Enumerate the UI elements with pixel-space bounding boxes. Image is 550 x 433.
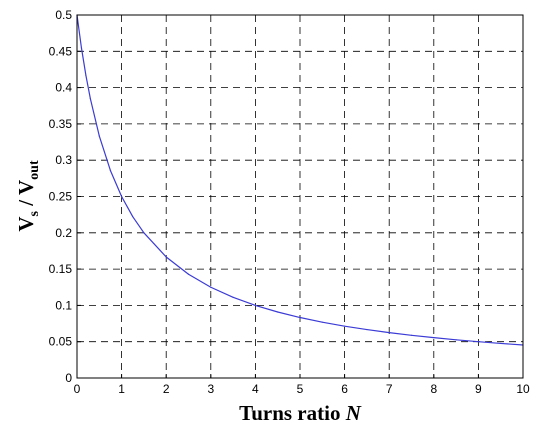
data-point	[500, 342, 502, 345]
data-point	[165, 256, 167, 258]
grid	[77, 15, 523, 378]
data-point	[80, 47, 83, 49]
x-axis-title-main: Turns ratio	[239, 401, 346, 425]
data-point	[132, 216, 134, 218]
x-tick-label: 9	[475, 382, 482, 396]
data-point	[210, 286, 212, 288]
y-tick-label: 0.15	[49, 262, 73, 276]
x-tick-label: 1	[118, 382, 125, 396]
data-point	[109, 169, 112, 172]
data-point	[455, 339, 457, 341]
y-tick-label: 0.2	[55, 226, 72, 240]
y-axis-title-separator: /	[14, 195, 38, 211]
y-axis-title-vout-subscript: out	[27, 160, 42, 180]
x-axis-title-variable: N	[345, 401, 362, 425]
data-point	[232, 296, 234, 298]
data-point	[121, 195, 123, 198]
y-axis-title-vs: V	[14, 216, 38, 231]
y-tick-label: 0.35	[49, 117, 73, 131]
y-tick-label: 0	[65, 371, 72, 385]
x-tick-label: 7	[386, 382, 393, 396]
data-point	[388, 332, 390, 334]
x-tick-label: 0	[74, 382, 81, 396]
y-tick-label: 0.4	[55, 81, 72, 95]
x-tick-label: 10	[516, 382, 530, 396]
x-tick-label: 5	[297, 382, 304, 396]
y-tick-label: 0.45	[49, 44, 73, 58]
data-point	[254, 304, 256, 306]
series-layer	[76, 14, 524, 346]
data-point	[366, 328, 368, 331]
y-tick-label: 0.05	[49, 335, 73, 349]
y-tick-label: 0.1	[55, 298, 72, 312]
y-tick-label: 0.3	[55, 153, 72, 167]
y-axis-ticks: 0 0.05 0.1 0.15 0.2 0.25 0.3 0.35 0.4 0.45 0.5	[49, 8, 81, 385]
data-point	[477, 341, 479, 343]
x-tick-label: 6	[341, 382, 348, 396]
y-axis-title-vout: V	[14, 180, 38, 195]
data-point	[321, 321, 323, 323]
data-point	[89, 98, 91, 100]
y-axis-title-vs-subscript: s	[27, 210, 42, 216]
series-line	[76, 14, 524, 346]
x-axis-ticks: 0 1 2 3 4 5 6 7 8 9 10	[74, 374, 530, 396]
data-point	[143, 232, 145, 234]
x-axis-title: Turns ratio N	[239, 401, 362, 425]
data-point	[85, 74, 87, 77]
x-tick-label: 2	[163, 382, 170, 396]
x-tick-label: 3	[207, 382, 214, 396]
y-tick-label: 0.5	[55, 8, 72, 22]
data-point	[433, 337, 435, 339]
y-tick-label: 0.25	[49, 190, 73, 204]
data-point	[344, 325, 346, 327]
x-tick-label: 4	[252, 382, 259, 396]
y-axis-title: Vs / Vout	[14, 160, 42, 232]
x-tick-label: 8	[430, 382, 437, 396]
data-point	[410, 334, 413, 336]
data-point	[98, 135, 100, 137]
data-point	[299, 316, 301, 319]
data-point	[277, 311, 279, 313]
data-point	[187, 273, 190, 275]
